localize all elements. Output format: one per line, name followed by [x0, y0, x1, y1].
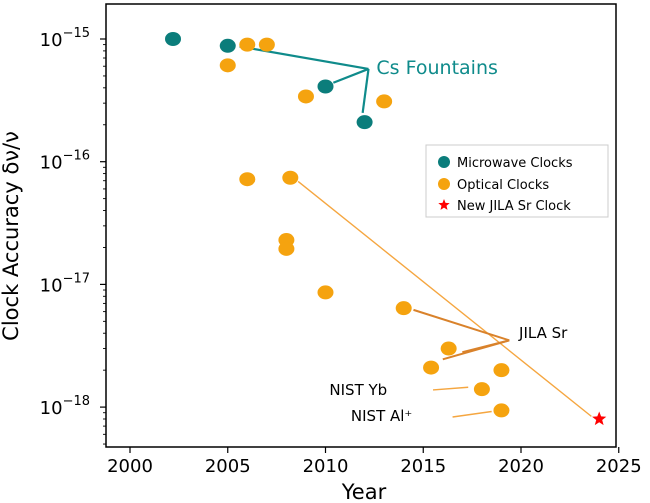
data-point [219, 38, 236, 53]
x-tick-label: 2015 [400, 456, 446, 477]
data-point [219, 58, 236, 73]
trend-line [297, 180, 592, 417]
legend-marker-new-clock [438, 199, 450, 210]
y-tick-label: 10−18 [40, 394, 90, 419]
data-point [440, 341, 457, 356]
annotation-pointer [432, 386, 469, 391]
annotation-pointer [361, 68, 370, 114]
x-axis-title: Year [341, 480, 387, 503]
legend-marker-optical [438, 178, 450, 190]
annotation-pointer [239, 45, 369, 71]
x-tick-label: 2010 [303, 456, 349, 477]
data-point [239, 37, 256, 52]
x-tick-label: 2025 [596, 456, 642, 477]
annotation-pointer [332, 67, 369, 84]
legend-label-microwave: Microwave Clocks [457, 156, 573, 171]
y-tick-label: 10−15 [40, 26, 90, 51]
annotation-label: Cs Fountains [376, 57, 497, 79]
annotation-label: NIST Al⁺ [351, 407, 412, 425]
data-point [473, 382, 490, 397]
data-point [376, 94, 393, 109]
data-point [258, 37, 275, 52]
legend: Microwave Clocks Optical Clocks New JILA… [425, 144, 609, 218]
annotation-label: JILA Sr [518, 324, 568, 342]
x-tick-label: 2000 [107, 456, 153, 477]
annotation-pointer [452, 410, 492, 418]
y-axis-title: Clock Accuracy δν/ν [0, 131, 23, 341]
data-point-star [592, 411, 607, 426]
x-tick-label: 2005 [205, 456, 251, 477]
data-point [423, 360, 440, 375]
data-point [317, 285, 334, 300]
annotation-lines [239, 45, 592, 418]
y-tick-label: 10−16 [40, 149, 90, 174]
legend-label-new-clock: New JILA Sr Clock [457, 199, 571, 214]
data-points [165, 32, 607, 426]
x-tick-label: 2020 [498, 456, 544, 477]
data-point [317, 79, 334, 94]
data-point [356, 115, 373, 130]
data-point [395, 301, 412, 316]
data-point [278, 241, 295, 256]
data-point [239, 172, 256, 187]
y-tick-label: 10−17 [40, 271, 90, 296]
data-point [165, 32, 182, 46]
annotation-pointer [413, 308, 510, 342]
data-point [493, 403, 510, 418]
data-point [297, 89, 314, 104]
data-point [282, 170, 299, 185]
data-point [493, 363, 510, 378]
legend-marker-microwave [438, 156, 450, 168]
legend-box [425, 144, 609, 218]
annotation-label: NIST Yb [329, 381, 387, 399]
annotation-pointer [462, 339, 510, 354]
tick-labels: 2000 2005 2010 2015 2020 2025 10−15 10−16 10−17 1… [40, 26, 642, 477]
tick-marks [100, 38, 620, 453]
legend-label-optical: Optical Clocks [457, 178, 549, 193]
